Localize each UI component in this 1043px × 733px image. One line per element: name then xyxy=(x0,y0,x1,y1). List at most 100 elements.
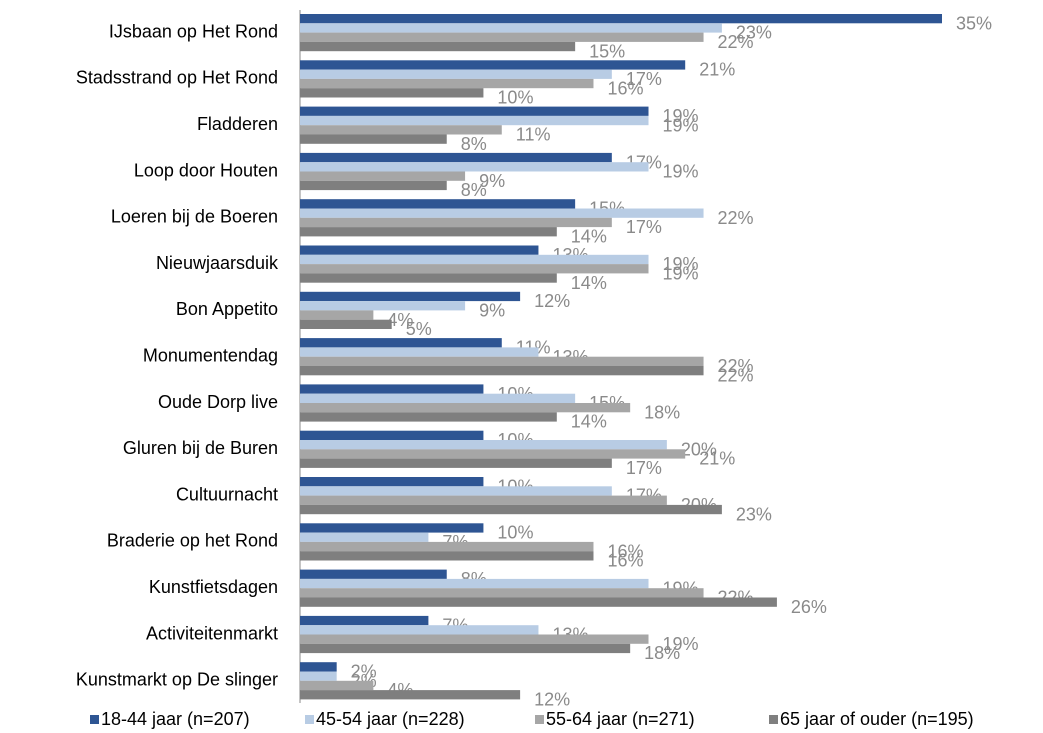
bar xyxy=(300,264,649,274)
value-label: 21% xyxy=(699,60,735,80)
value-label: 10% xyxy=(497,523,533,543)
value-label: 23% xyxy=(736,504,772,524)
bar xyxy=(300,541,594,552)
value-label: 19% xyxy=(663,162,699,182)
value-label: 35% xyxy=(956,13,992,33)
bar xyxy=(300,430,484,440)
bar xyxy=(300,449,686,459)
value-label: 23% xyxy=(736,23,772,43)
value-label: 12% xyxy=(534,291,570,311)
bar xyxy=(300,347,539,357)
bar xyxy=(300,690,521,700)
legend-swatch xyxy=(535,715,544,724)
value-label: 20% xyxy=(681,439,717,459)
bar xyxy=(300,615,429,626)
bar xyxy=(300,477,484,487)
bar xyxy=(300,301,466,311)
category-label: Gluren bij de Buren xyxy=(123,438,278,458)
category-label: Stadsstrand op Het Rond xyxy=(76,68,278,88)
bar xyxy=(300,458,612,468)
bar xyxy=(300,217,612,228)
bar xyxy=(300,273,557,283)
category-label: Kunstfietsdagen xyxy=(149,577,278,597)
bar xyxy=(300,310,374,320)
value-label: 9% xyxy=(479,301,505,321)
value-label: 11% xyxy=(516,125,551,145)
legend-swatch xyxy=(305,715,314,724)
value-label: 16% xyxy=(607,551,643,571)
value-label: 5% xyxy=(406,319,432,339)
value-label: 18% xyxy=(644,643,680,663)
bar xyxy=(300,115,649,126)
value-label: 8% xyxy=(461,134,487,154)
value-label: 17% xyxy=(626,458,662,478)
category-label: Nieuwjaarsduik xyxy=(156,253,279,273)
value-label: 22% xyxy=(718,356,754,376)
bar xyxy=(300,106,649,116)
bar xyxy=(300,60,686,70)
value-label: 14% xyxy=(571,227,607,247)
legend-swatch xyxy=(769,715,778,724)
bar xyxy=(300,495,667,505)
bar xyxy=(300,23,722,33)
value-label: 15% xyxy=(589,41,625,61)
value-label: 8% xyxy=(461,180,487,200)
bar xyxy=(300,152,612,163)
value-label: 10% xyxy=(497,88,533,108)
legend-label: 55-64 jaar (n=271) xyxy=(546,709,695,729)
bar xyxy=(300,125,502,135)
category-label: IJsbaan op Het Rond xyxy=(109,21,278,41)
value-label: 21% xyxy=(699,449,735,469)
category-label: Activiteitenmarkt xyxy=(146,623,278,643)
bar xyxy=(300,208,704,218)
value-label: 22% xyxy=(718,32,754,52)
bar xyxy=(300,523,484,533)
bar xyxy=(300,662,337,672)
value-label: 4% xyxy=(387,310,413,330)
legend-label: 45-54 jaar (n=228) xyxy=(316,709,465,729)
bar xyxy=(300,227,557,237)
value-label: 26% xyxy=(791,597,827,617)
value-label: 14% xyxy=(571,412,607,432)
bar xyxy=(300,634,649,644)
category-label: Kunstmarkt op De slinger xyxy=(76,670,278,690)
category-label: Fladderen xyxy=(197,114,278,134)
value-label: 19% xyxy=(663,634,699,654)
bar xyxy=(300,291,521,302)
value-label: 12% xyxy=(534,690,570,710)
bar xyxy=(300,504,722,515)
bar xyxy=(300,403,631,413)
bar xyxy=(300,625,539,635)
bar xyxy=(300,78,594,89)
bar xyxy=(300,532,429,542)
bar xyxy=(300,393,576,403)
value-label: 16% xyxy=(607,541,643,561)
category-label: Oude Dorp live xyxy=(158,392,278,412)
bar xyxy=(300,14,942,24)
bar xyxy=(300,551,594,561)
bar xyxy=(300,384,484,394)
value-label: 22% xyxy=(718,365,754,385)
value-label: 22% xyxy=(718,208,754,228)
bar xyxy=(300,69,612,79)
category-label: Braderie op het Rond xyxy=(107,531,278,551)
category-label: Bon Appetito xyxy=(176,299,278,319)
category-label: Loeren bij de Boeren xyxy=(111,207,278,227)
category-label: Monumentendag xyxy=(143,345,278,365)
value-label: 9% xyxy=(479,171,505,191)
bar xyxy=(300,199,576,209)
value-label: 19% xyxy=(663,264,699,284)
bar xyxy=(300,88,484,98)
bar xyxy=(300,134,447,144)
bar xyxy=(300,41,576,52)
value-label: 18% xyxy=(644,402,680,422)
bar xyxy=(300,338,502,348)
bar xyxy=(300,162,649,172)
bar xyxy=(300,671,337,681)
bar xyxy=(300,245,539,255)
value-label: 19% xyxy=(663,106,699,126)
legend-label: 65 jaar of ouder (n=195) xyxy=(780,709,974,729)
bar xyxy=(300,643,631,654)
value-label: 17% xyxy=(626,69,662,89)
